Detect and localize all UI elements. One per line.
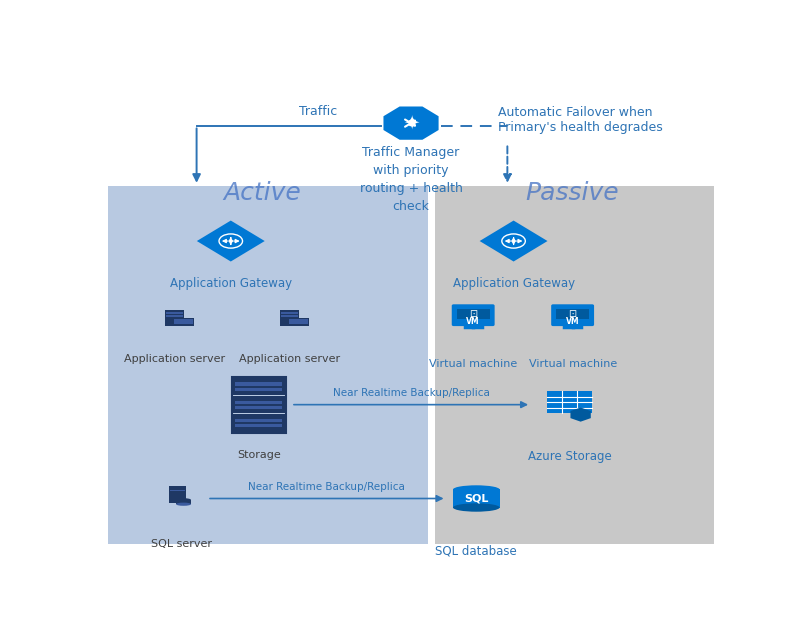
FancyBboxPatch shape <box>289 319 308 322</box>
FancyBboxPatch shape <box>236 419 282 422</box>
FancyBboxPatch shape <box>456 309 490 319</box>
FancyBboxPatch shape <box>176 500 191 504</box>
Text: Virtual machine: Virtual machine <box>429 359 517 369</box>
Text: Application Gateway: Application Gateway <box>170 277 292 290</box>
Text: Traffic Manager
with priority
routing + health
check: Traffic Manager with priority routing + … <box>359 146 463 213</box>
FancyBboxPatch shape <box>236 406 282 409</box>
FancyBboxPatch shape <box>233 396 285 413</box>
Ellipse shape <box>176 498 191 501</box>
FancyBboxPatch shape <box>166 312 184 314</box>
Ellipse shape <box>176 503 191 506</box>
FancyBboxPatch shape <box>233 414 285 432</box>
Text: Application Gateway: Application Gateway <box>452 277 575 290</box>
FancyBboxPatch shape <box>551 304 594 326</box>
Text: Active: Active <box>223 181 301 205</box>
Text: Storage: Storage <box>237 451 281 461</box>
Text: VM: VM <box>566 317 579 326</box>
Text: Traffic: Traffic <box>299 105 338 118</box>
Ellipse shape <box>453 503 500 512</box>
FancyBboxPatch shape <box>236 382 282 386</box>
Text: ⊡: ⊡ <box>469 309 477 319</box>
FancyBboxPatch shape <box>288 318 309 326</box>
Text: ✦: ✦ <box>403 114 419 132</box>
FancyBboxPatch shape <box>435 186 715 544</box>
FancyBboxPatch shape <box>107 186 427 544</box>
FancyBboxPatch shape <box>236 401 282 404</box>
Text: Virtual machine: Virtual machine <box>529 359 617 369</box>
FancyBboxPatch shape <box>236 388 282 391</box>
FancyBboxPatch shape <box>170 489 185 491</box>
Text: Application server: Application server <box>239 354 340 364</box>
Text: VM: VM <box>467 317 480 326</box>
FancyBboxPatch shape <box>547 391 592 414</box>
FancyBboxPatch shape <box>453 489 500 508</box>
FancyBboxPatch shape <box>173 318 194 326</box>
Text: SQL server: SQL server <box>151 539 212 549</box>
FancyBboxPatch shape <box>289 322 308 324</box>
FancyBboxPatch shape <box>452 304 495 326</box>
Text: Azure Storage: Azure Storage <box>528 451 611 463</box>
FancyBboxPatch shape <box>169 486 186 503</box>
FancyBboxPatch shape <box>282 312 298 314</box>
Text: Near Realtime Backup/Replica: Near Realtime Backup/Replica <box>249 482 405 492</box>
Text: Passive: Passive <box>526 181 619 205</box>
FancyBboxPatch shape <box>165 310 184 326</box>
FancyBboxPatch shape <box>233 378 285 395</box>
FancyBboxPatch shape <box>174 319 192 322</box>
Ellipse shape <box>453 485 500 494</box>
FancyBboxPatch shape <box>281 310 299 326</box>
FancyBboxPatch shape <box>174 322 192 324</box>
Text: ⊡: ⊡ <box>569 309 577 319</box>
Text: SQL: SQL <box>464 494 488 504</box>
FancyBboxPatch shape <box>166 315 184 316</box>
FancyBboxPatch shape <box>236 424 282 428</box>
Text: Near Realtime Backup/Replica: Near Realtime Backup/Replica <box>333 388 489 398</box>
Text: SQL database: SQL database <box>435 544 517 558</box>
FancyBboxPatch shape <box>282 315 298 316</box>
Polygon shape <box>570 408 591 422</box>
Polygon shape <box>196 221 265 261</box>
Polygon shape <box>383 106 439 140</box>
Text: Automatic Failover when
Primary's health degrades: Automatic Failover when Primary's health… <box>498 106 662 134</box>
Polygon shape <box>480 221 548 261</box>
FancyBboxPatch shape <box>556 309 589 319</box>
Text: Application server: Application server <box>124 354 225 364</box>
